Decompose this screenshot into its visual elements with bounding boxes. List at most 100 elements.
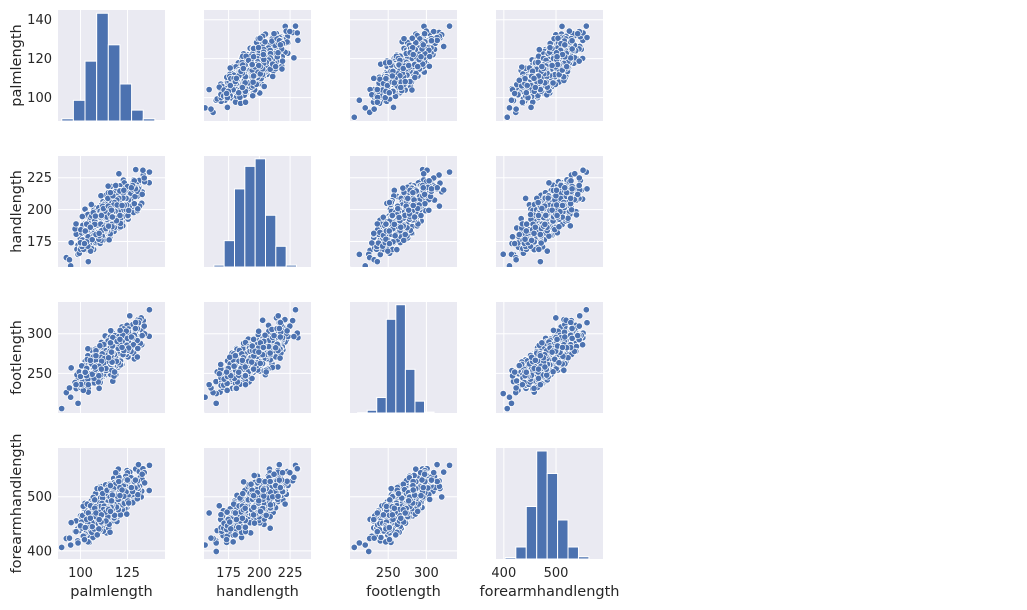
scatter-point [564, 214, 572, 222]
scatter-point [535, 46, 543, 54]
scatter-point [420, 170, 428, 178]
scatter-point [568, 185, 576, 193]
histogram-handlength [213, 158, 297, 267]
scatter-point [425, 206, 433, 214]
scatter-point [92, 352, 100, 360]
scatter-point [507, 96, 516, 104]
scatter-point [523, 81, 531, 90]
scatter-point [256, 34, 264, 42]
scatter-point [366, 123, 372, 129]
scatter-point [433, 184, 441, 192]
scatter-point [127, 333, 135, 341]
scatter-point [421, 30, 429, 38]
scatter-point [508, 233, 517, 241]
scatter-point [511, 240, 519, 248]
scatter-point [132, 166, 140, 174]
scatter-point [107, 348, 116, 356]
scatter-point [504, 268, 510, 274]
scatter-point [391, 232, 399, 240]
scatter-point [226, 64, 234, 72]
scatter-point [278, 57, 287, 65]
scatter-point [255, 61, 263, 70]
histogram-bar [96, 12, 109, 121]
scatter-point [397, 223, 405, 231]
scatter-point [197, 114, 203, 120]
scatter-point [408, 34, 416, 42]
scatter-point [534, 211, 543, 220]
scatter-point [81, 227, 89, 235]
scatter-point [544, 194, 552, 202]
scatter-point [435, 202, 443, 210]
scatter-point [538, 63, 546, 71]
panel-handlength-vs-footlength [350, 156, 457, 274]
scatter-point [546, 44, 554, 52]
scatter-point [583, 33, 591, 42]
histogram-bar [131, 109, 144, 121]
scatter-point [421, 200, 429, 208]
scatter-point [499, 250, 507, 258]
scatter-point [505, 262, 514, 267]
scatter-point [522, 227, 530, 235]
histogram-bar [142, 118, 156, 121]
scatter-point [91, 363, 99, 371]
y-axis-label: palmlength [9, 24, 25, 106]
scatter-point [390, 79, 398, 87]
scatter-point [223, 103, 231, 111]
scatter-point [249, 78, 257, 86]
scatter-point [390, 220, 398, 228]
panel-palmlength-vs-handlength [197, 10, 311, 121]
scatter-point [116, 326, 124, 334]
scatter-point [425, 62, 433, 70]
scatter-point [72, 220, 80, 228]
scatter-point [426, 52, 434, 61]
scatter-point [347, 127, 353, 133]
histogram-bar [84, 60, 98, 121]
y-tick-label: 175 [27, 235, 52, 250]
scatter-point [548, 61, 556, 70]
scatter-point [425, 177, 433, 185]
scatter-point [409, 201, 417, 209]
scatter-point [427, 37, 436, 45]
scatter-point [269, 72, 277, 81]
scatter-point [204, 104, 209, 112]
scatter-point [440, 42, 448, 51]
scatter-point [522, 194, 530, 202]
scatter-point [67, 262, 75, 267]
scatter-point [382, 75, 390, 83]
scatter-point [86, 356, 94, 364]
scatter-point [115, 170, 123, 178]
scatter-point [535, 245, 543, 253]
scatter-point [417, 53, 425, 61]
scatter-point [67, 393, 75, 401]
scatter-point [254, 44, 263, 52]
scatter-point [361, 262, 369, 267]
scatter-point [351, 268, 357, 274]
scatter-point [388, 211, 396, 220]
scatter-point [46, 410, 52, 416]
scatter-point [95, 372, 103, 380]
scatter-point [419, 184, 427, 192]
scatter-point [74, 399, 82, 407]
scatter-point [567, 194, 575, 202]
scatter-point [239, 64, 247, 73]
histogram-palmlength [61, 12, 165, 121]
scatter-point [538, 204, 546, 213]
scatter-point [232, 74, 240, 82]
scatter-point [50, 390, 56, 396]
scatter-point [127, 184, 135, 192]
y-axis-label: handlength [9, 170, 25, 253]
histogram-bar [72, 99, 86, 121]
scatter-point [104, 182, 112, 190]
scatter-point [205, 86, 213, 94]
scatter-point [116, 335, 124, 343]
scatter-point [112, 181, 120, 190]
scatter-point [515, 76, 523, 84]
histogram-bar [154, 119, 165, 121]
scatter-point [97, 211, 105, 220]
scatter-point [130, 200, 138, 208]
scatter-point [421, 190, 429, 198]
scatter-point [430, 27, 438, 36]
scatter-point [440, 186, 448, 194]
scatter-point [558, 201, 567, 209]
